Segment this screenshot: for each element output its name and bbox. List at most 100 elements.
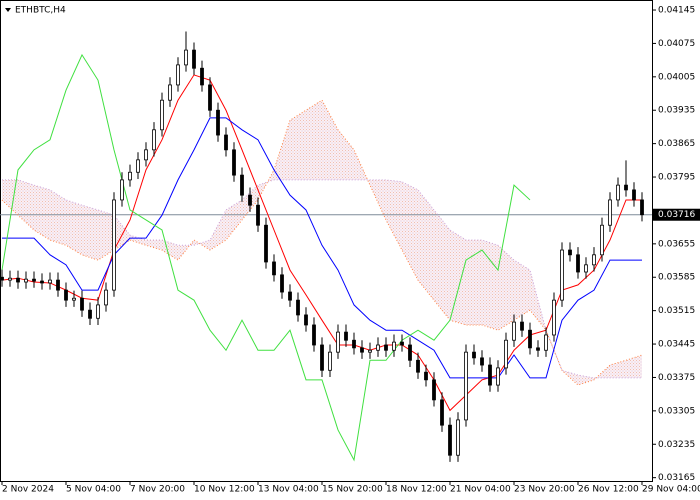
candle-body xyxy=(512,321,516,341)
indicator-line xyxy=(2,179,642,379)
y-tick-label: 0.03235 xyxy=(658,440,695,450)
cloud-tint xyxy=(2,100,642,386)
candle-body xyxy=(552,299,556,336)
candle-body xyxy=(48,279,52,284)
candle-body xyxy=(344,331,348,341)
candle-body xyxy=(384,344,388,351)
candle-body xyxy=(432,379,436,401)
candle-body xyxy=(112,199,116,291)
candle-body xyxy=(88,309,92,319)
candle-body xyxy=(272,261,276,276)
candle-body xyxy=(248,194,252,206)
y-tick-label: 0.03795 xyxy=(658,173,695,183)
candle-body xyxy=(216,109,220,136)
candle-body xyxy=(312,324,316,346)
candle-body xyxy=(608,199,612,226)
x-tick-label: 29 Nov 04:00 xyxy=(642,485,700,495)
candle-body xyxy=(24,278,28,283)
x-tick-label: 13 Nov 04:00 xyxy=(258,485,319,495)
candle-body xyxy=(200,67,204,86)
candle-body xyxy=(440,399,444,426)
axes: 0.04145 0.04075 0.04005 0.03935 0.03865 0.037… xyxy=(1,6,700,495)
candle-body xyxy=(184,49,188,66)
y-tick-label: 0.03655 xyxy=(658,239,695,249)
candle-body xyxy=(192,49,196,69)
candle-body xyxy=(520,321,524,331)
candle-body xyxy=(104,289,108,306)
y-tick-label: 0.03305 xyxy=(658,406,695,416)
candle-body xyxy=(592,254,596,266)
x-tick-label: 23 Nov 20:00 xyxy=(514,485,575,495)
candle-body xyxy=(96,304,100,319)
candle-body xyxy=(208,84,212,111)
candle-body xyxy=(456,419,460,456)
candle-body xyxy=(632,189,636,201)
candle-body xyxy=(168,84,172,101)
candle-body xyxy=(480,357,484,366)
candle-body xyxy=(152,129,156,151)
candle-body xyxy=(160,99,164,131)
candle-body xyxy=(256,204,260,226)
candle-body xyxy=(176,64,180,86)
y-tick-label: 0.03515 xyxy=(658,306,695,316)
cloud xyxy=(2,100,642,386)
y-tick-label: 0.04005 xyxy=(658,72,695,82)
candle-body xyxy=(16,277,20,283)
y-tick-label: 0.03165 xyxy=(658,473,695,483)
candle-body xyxy=(304,314,308,326)
x-tick-label: 2 Nov 2024 xyxy=(2,485,54,495)
indicator-line xyxy=(1,99,643,386)
y-tick-label: 0.04075 xyxy=(658,39,695,49)
chart-title: ETHBTC,H4 xyxy=(15,6,66,16)
candle-body xyxy=(352,339,356,349)
candle-body xyxy=(400,341,404,346)
candle-body xyxy=(424,371,428,381)
price-label: 0.03716 xyxy=(658,210,695,220)
candle-body xyxy=(472,351,476,359)
candle-body xyxy=(544,334,548,351)
candle-body xyxy=(56,279,60,291)
plot-area xyxy=(0,31,652,462)
candle-body xyxy=(408,344,412,361)
candle-body xyxy=(528,329,532,349)
candle-body xyxy=(40,280,44,284)
indicator-line xyxy=(1,53,531,462)
candle-body xyxy=(376,344,380,351)
candle-body xyxy=(136,159,140,173)
candle-body xyxy=(504,339,508,369)
candle-body xyxy=(328,351,332,371)
candle-body xyxy=(584,264,588,273)
x-tick-label: 5 Nov 04:00 xyxy=(66,485,121,495)
indicator-line xyxy=(2,117,642,379)
candle-body xyxy=(224,134,228,151)
candle-body xyxy=(536,347,540,351)
x-tick-label: 10 Nov 12:00 xyxy=(194,485,255,495)
candle-body xyxy=(560,249,564,301)
candle-body xyxy=(448,424,452,456)
candle-body xyxy=(120,179,124,201)
candle-body xyxy=(72,297,76,301)
price-label-bg xyxy=(652,208,700,221)
candle-body xyxy=(280,274,284,293)
x-tick-label: 18 Nov 12:00 xyxy=(386,485,447,495)
candle-body xyxy=(368,349,372,353)
candle-body xyxy=(232,149,236,176)
candle-body xyxy=(496,367,500,386)
y-tick-label: 0.04145 xyxy=(658,6,695,16)
candle-body xyxy=(264,224,268,263)
candle-body xyxy=(600,224,604,256)
x-tick-label: 21 Nov 04:00 xyxy=(450,485,511,495)
candle-body xyxy=(144,149,148,161)
candle-body xyxy=(8,277,12,281)
candle-body xyxy=(80,297,84,311)
candle-body xyxy=(0,276,4,281)
x-tick-label: 7 Nov 20:00 xyxy=(130,485,185,495)
candle-body xyxy=(296,299,300,316)
candle-body xyxy=(616,184,620,201)
y-tick-label: 0.03375 xyxy=(658,373,695,383)
candle-body xyxy=(416,359,420,373)
y-tick-label: 0.03865 xyxy=(658,139,695,149)
menu-triangle[interactable] xyxy=(5,8,11,12)
x-tick-label: 15 Nov 20:00 xyxy=(322,485,383,495)
y-tick-label: 0.03445 xyxy=(658,340,695,350)
